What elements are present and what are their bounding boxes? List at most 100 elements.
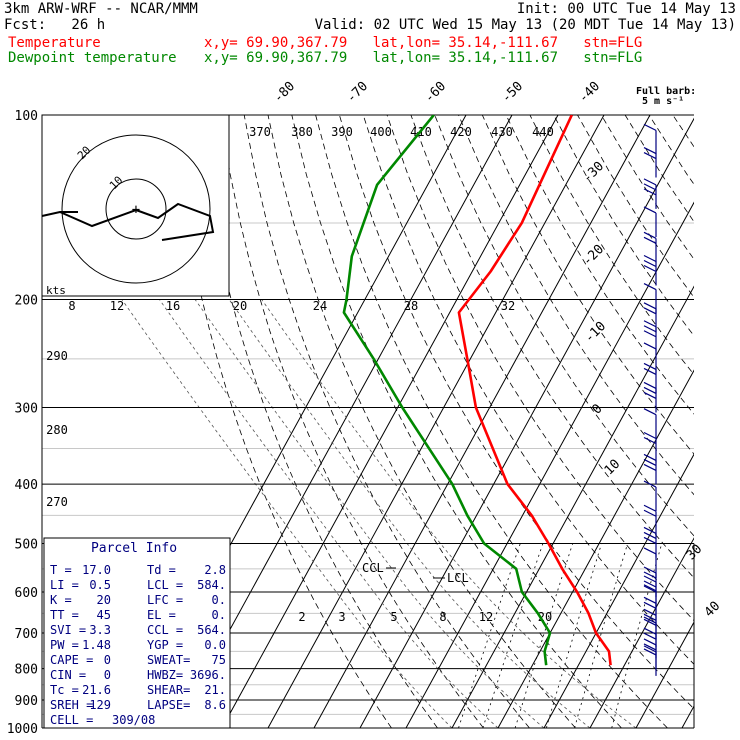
dry-adiabat: [529, 115, 694, 376]
dry-adiabat: [672, 115, 694, 148]
parcel-info-cell: 21.6: [82, 683, 111, 697]
pressure-label: 900: [15, 694, 38, 709]
dry-adiabat: [315, 115, 668, 728]
theta-e-label: 290: [46, 349, 68, 363]
mixing-ratio-label: 24: [313, 299, 327, 313]
parcel-info-cell: CCL =: [147, 623, 183, 637]
theta-label: 370: [249, 125, 271, 139]
parcel-info-cell: K =: [50, 593, 72, 607]
dewpoint-legend-name: Dewpoint temperature: [8, 50, 177, 66]
temperature-legend-name: Temperature: [8, 35, 101, 51]
wind-legend-units: 5 m s⁻¹: [642, 96, 684, 107]
isotherm-line: [635, 621, 694, 728]
isotherm-label: -80: [271, 79, 298, 106]
parcel-info-cell: SVI =: [50, 623, 86, 637]
dry-adiabat: [291, 115, 622, 728]
dry-adiabat: [697, 115, 740, 728]
temperature-trace: [457, 115, 612, 666]
wind-barb-icon: [643, 408, 657, 439]
pressure-label: 300: [15, 401, 38, 416]
isotherm-line: [405, 201, 694, 728]
theta-label: 380: [291, 125, 313, 139]
theta-label: 400: [370, 125, 392, 139]
dry-adiabat: [196, 115, 438, 728]
parcel-info-cell: LAPSE=: [147, 698, 190, 712]
mixing-ratio-label: 5: [390, 610, 397, 624]
wind-barb-icon: [643, 147, 657, 178]
dewpoint-trace: [342, 115, 552, 666]
pressure-label: 600: [15, 586, 38, 601]
mixing-ratio-label: 8: [439, 610, 446, 624]
dry-adiabat: [220, 115, 484, 728]
wind-barb-icon: [643, 575, 657, 607]
mixing-ratio-label: 12: [479, 610, 493, 624]
dry-adiabat: [386, 115, 694, 622]
pressure-label: 500: [15, 537, 38, 552]
isotherm-label: -50: [499, 79, 526, 106]
lcl-label: LCL: [447, 571, 469, 585]
moist-adiabat: [159, 299, 499, 728]
parcel-info-cell: LCL =: [147, 578, 183, 592]
parcel-info-cell: 129: [89, 698, 111, 712]
isotherm-label: -40: [576, 79, 603, 106]
isotherm-label: -30: [580, 159, 607, 186]
init-time: Init: 00 UTC Tue 14 May 13: [516, 1, 736, 17]
isotherm-line: [175, 115, 513, 728]
parcel-info-cell: 45: [97, 608, 111, 622]
isotherm-line: [221, 115, 559, 728]
dry-adiabat: [577, 115, 694, 299]
parcel-info-cell: 0.0: [204, 638, 226, 652]
wind-barb-icon: [643, 206, 657, 237]
isotherm-line: [681, 705, 694, 728]
wind-barb-icon: [643, 453, 657, 485]
parcel-info-cell: LI =: [50, 578, 79, 592]
mixing-ratio-line: [458, 543, 521, 728]
pressure-label: 200: [15, 294, 38, 309]
mixing-ratio-label: 3: [338, 610, 345, 624]
parcel-info-cell: 0: [104, 668, 111, 682]
dry-adiabat: [339, 115, 694, 710]
temperature-legend-location: x,y= 69.90,367.79 lat,lon= 35.14,-111.67…: [204, 35, 643, 51]
dry-adiabat: [458, 115, 694, 496]
dry-adiabat: [553, 115, 694, 337]
parcel-info-cell: 564.: [197, 623, 226, 637]
dry-adiabat: [362, 115, 694, 665]
valid-time: Valid: 02 UTC Wed 15 May 13 (20 MDT Tue …: [314, 17, 736, 33]
parcel-info-cell: 3696.: [190, 668, 226, 682]
ccl-label: CCL: [362, 561, 384, 575]
mixing-ratio-label: 32: [501, 299, 515, 313]
dry-adiabat: [505, 115, 694, 415]
parcel-info-cell: 1.48: [82, 638, 111, 652]
wind-barb-icon: [643, 178, 657, 209]
parcel-info-cell: CELL =: [50, 713, 93, 727]
parcel-info-cell: EL =: [147, 608, 176, 622]
parcel-info-cell: Td =: [147, 563, 176, 577]
isotherm-line: [543, 453, 694, 728]
wind-barb-icon: [643, 504, 657, 536]
moist-adiabat: [228, 299, 591, 728]
forecast-hour: Fcst: 26 h: [4, 17, 106, 33]
model-title: 3km ARW-WRF -- NCAR/MMM: [4, 1, 198, 17]
mixing-ratio-line: [574, 543, 628, 728]
wind-barb-icon: [643, 480, 657, 512]
dry-adiabat: [243, 115, 530, 728]
pressure-label: 700: [15, 627, 38, 642]
wind-barb-icon: [643, 254, 657, 286]
dewpoint-legend-location: x,y= 69.90,367.79 lat,lon= 35.14,-111.67…: [204, 50, 643, 66]
mixing-ratio-label: 12: [110, 299, 124, 313]
parcel-info-cell: SHEAR=: [147, 683, 190, 697]
isotherm-line: [267, 115, 605, 728]
mixing-ratio-line: [546, 543, 602, 728]
parcel-info-cell: PW =: [50, 638, 79, 652]
wind-barb-icon: [643, 526, 657, 558]
mixing-ratio-label: 20: [233, 299, 247, 313]
mixing-ratio-line: [482, 543, 544, 728]
dry-adiabat: [624, 115, 694, 223]
hodograph-trace: [41, 202, 215, 241]
mixing-ratio-line: [514, 543, 574, 728]
parcel-info-cell: 0.5: [89, 578, 111, 592]
moist-adiabat: [261, 299, 637, 728]
parcel-info-cell: LFC =: [147, 593, 183, 607]
